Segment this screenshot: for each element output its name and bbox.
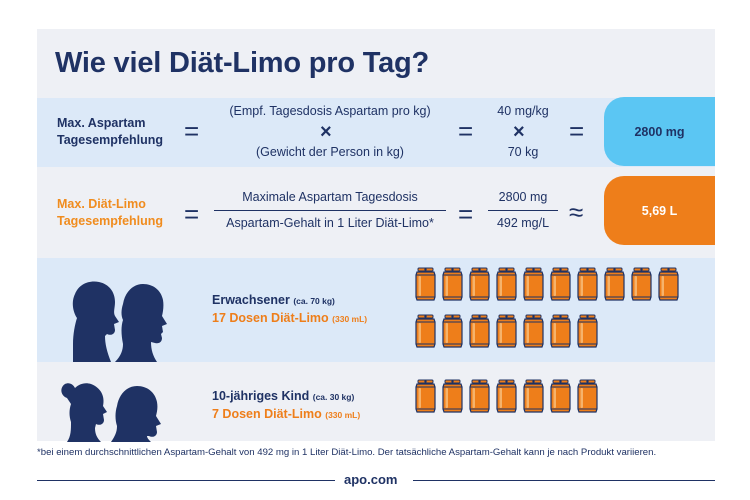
equals-sign: = — [184, 199, 200, 229]
approx-sign: ≈ — [569, 197, 584, 227]
adult-cans-text: 17 Dosen Diät-Limo — [212, 311, 329, 325]
child-silhouettes-icon — [61, 383, 161, 442]
equals-sign: = — [184, 116, 200, 146]
dose-value: 40 mg/kg — [497, 104, 549, 118]
child-can-volume: (330 mL) — [325, 410, 361, 420]
soda-can-icon — [496, 267, 517, 302]
soda-can-icon — [658, 267, 679, 302]
child-name: 10-jähriges Kind — [212, 389, 310, 403]
child-cans-text: 7 Dosen Diät-Limo — [212, 407, 322, 421]
soda-can-icon — [496, 379, 517, 414]
limo-row-label: Max. Diät-Limo Tagesempfehlung — [57, 196, 163, 230]
body-weight-text: (Gewicht der Person in kg) — [256, 145, 404, 159]
woman-head-icon — [72, 281, 119, 362]
page-title: Wie viel Diät-Limo pro Tag? — [55, 47, 430, 79]
adult-info: Erwachsener (ca. 70 kg) 17 Dosen Diät-Li… — [212, 292, 367, 328]
aspartam-row-label: Max. Aspartam Tagesempfehlung — [57, 115, 163, 149]
equals-sign: = — [458, 199, 474, 229]
equals-sign: = — [458, 116, 474, 146]
aspartam-formula-band — [37, 98, 715, 167]
soda-can-icon — [469, 314, 490, 349]
soda-can-icon — [523, 267, 544, 302]
adult-name: Erwachsener — [212, 293, 290, 307]
equals-sign: = — [569, 116, 585, 146]
multiply-sign: × — [320, 121, 332, 143]
soda-can-icon — [415, 379, 436, 414]
limo-row-label-line1: Max. Diät-Limo — [57, 197, 146, 211]
aspartam-content-value: 492 mg/L — [496, 216, 550, 230]
aspartam-row-label-line2: Tagesempfehlung — [57, 133, 164, 147]
aspartam-content-denominator: Aspartam-Gehalt in 1 Liter Diät-Limo* — [226, 216, 434, 230]
limo-formula-band — [37, 171, 715, 253]
soda-can-icon — [415, 267, 436, 302]
soda-can-icon — [577, 379, 598, 414]
boy-head-icon — [111, 386, 161, 442]
soda-can-icon — [523, 379, 544, 414]
aspartam-result-badge: 2800 mg — [604, 97, 715, 166]
multiply-sign: × — [513, 121, 525, 143]
footer-rule — [413, 480, 715, 481]
max-dose-value: 2800 mg — [498, 190, 548, 204]
soda-can-icon — [550, 379, 571, 414]
soda-can-icon — [631, 267, 652, 302]
limo-result-badge: 5,69 L — [604, 176, 715, 245]
girl-head-icon — [61, 383, 107, 442]
soda-can-icon — [415, 314, 436, 349]
soda-can-icon — [550, 267, 571, 302]
footer-rule — [37, 480, 335, 481]
max-dose-numerator: Maximale Aspartam Tagesdosis — [242, 190, 418, 204]
soda-can-icon — [442, 267, 463, 302]
aspartam-dose-per-kg-text: (Empf. Tagesdosis Aspartam pro kg) — [229, 104, 431, 118]
soda-can-icon — [577, 314, 598, 349]
man-head-icon — [115, 284, 167, 362]
child-info: 10-jähriges Kind (ca. 30 kg) 7 Dosen Diä… — [212, 388, 360, 424]
fraction-bar — [214, 210, 446, 211]
soda-can-icon — [604, 267, 625, 302]
soda-can-icon — [469, 267, 490, 302]
brand-logo: apo.com — [344, 472, 398, 487]
adult-silhouettes-icon — [72, 281, 167, 362]
weight-value: 70 kg — [507, 145, 539, 159]
soda-can-icon — [550, 314, 571, 349]
soda-can-icon — [577, 267, 598, 302]
soda-can-icon — [496, 314, 517, 349]
soda-can-icon — [442, 314, 463, 349]
adult-can-volume: (330 mL) — [332, 314, 368, 324]
soda-can-icon — [523, 314, 544, 349]
aspartam-row-label-line1: Max. Aspartam — [57, 116, 146, 130]
soda-can-icon — [469, 379, 490, 414]
child-weight: (ca. 30 kg) — [312, 392, 355, 402]
limo-row-label-line2: Tagesempfehlung — [57, 214, 164, 228]
footnote: *bei einem durchschnittlichen Aspartam-G… — [37, 447, 657, 458]
fraction-bar — [488, 210, 558, 211]
soda-can-icon — [442, 379, 463, 414]
adult-weight: (ca. 70 kg) — [293, 296, 335, 306]
